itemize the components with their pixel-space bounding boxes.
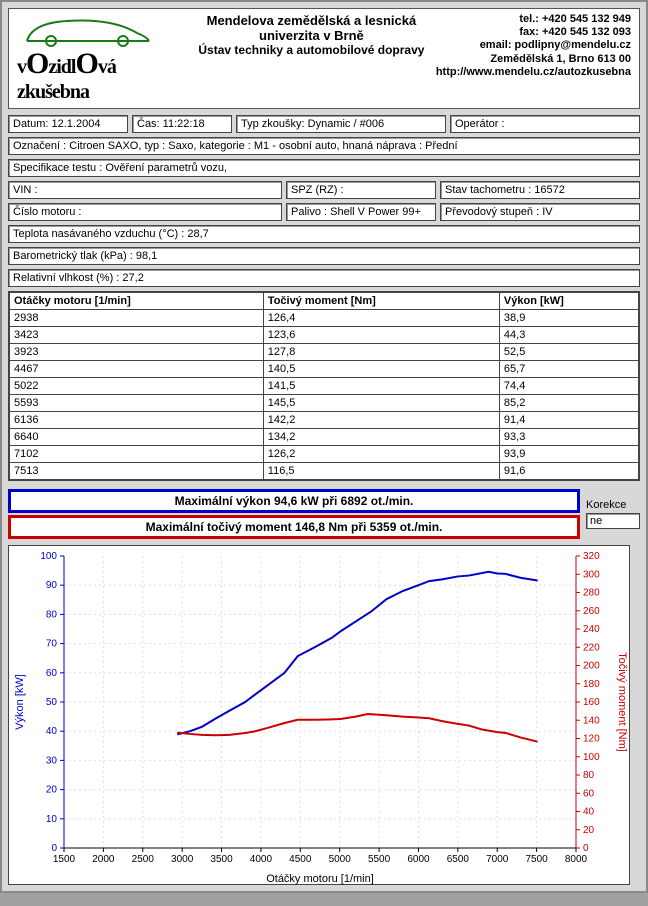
max-torque-box: Maximální točivý moment 146,8 Nm při 535… [8,515,580,539]
svg-text:120: 120 [583,734,600,745]
svg-text:100: 100 [40,551,57,562]
table-row: 5022141,574,4 [10,378,639,395]
field-vlhkost: Relativní vlhkost (%) : 27,2 [8,269,640,287]
svg-text:6500: 6500 [447,854,470,865]
korekce-value: ne [586,513,640,529]
svg-text:6000: 6000 [407,854,430,865]
svg-text:240: 240 [583,624,600,635]
korekce-column: Korekce ne [586,499,640,529]
svg-text:20: 20 [583,825,595,836]
table-header: Točivý moment [Nm] [263,293,499,310]
contact-email: email: podlipny@mendelu.cz [436,39,631,52]
max-power-box: Maximální výkon 94,6 kW při 6892 ot./min… [8,489,580,513]
contact-column: tel.: +420 545 132 949 fax: +420 545 132… [436,13,631,79]
svg-text:160: 160 [583,697,600,708]
svg-text:Výkon [kW]: Výkon [kW] [14,674,26,730]
svg-text:5500: 5500 [368,854,391,865]
field-cislo-motoru: Číslo motoru : [8,203,282,221]
svg-text:1500: 1500 [53,854,76,865]
svg-text:2000: 2000 [92,854,115,865]
institution-column: Mendelova zemědělská a lesnická univerzi… [195,13,428,57]
table-row: 3923127,852,5 [10,344,639,361]
data-table: Otáčky motoru [1/min]Točivý moment [Nm]V… [8,291,640,481]
dyno-chart: 1500200025003000350040004500500055006000… [9,546,631,886]
svg-text:280: 280 [583,588,600,599]
svg-text:80: 80 [46,609,58,620]
field-vin: VIN : [8,181,282,199]
svg-text:10: 10 [46,814,58,825]
svg-text:180: 180 [583,679,600,690]
svg-text:7500: 7500 [525,854,548,865]
logo-text: vOzidlOvá zkušebna [17,47,187,104]
svg-text:220: 220 [583,642,600,653]
table-row: 5593145,585,2 [10,395,639,412]
svg-text:80: 80 [583,770,595,781]
field-typ-zkousky: Typ zkoušky: Dynamic / #006 [236,115,446,133]
table-row: 6640134,293,3 [10,429,639,446]
table-row: 3423123,644,3 [10,327,639,344]
table-row: 4467140,565,7 [10,361,639,378]
svg-text:100: 100 [583,752,600,763]
svg-text:3500: 3500 [210,854,233,865]
department-name: Ústav techniky a automobilové dopravy [195,43,428,57]
field-palivo: Palivo : Shell V Power 99+ [286,203,436,221]
car-icon [17,13,157,47]
field-oznaceni: Označení : Citroen SAXO, typ : Saxo, kat… [8,137,640,155]
header-panel: vOzidlOvá zkušebna Mendelova zemědělská … [8,8,640,109]
svg-text:70: 70 [46,639,58,650]
table-row: 6136142,291,4 [10,412,639,429]
contact-address: Zemědělská 1, Brno 613 00 [436,53,631,66]
field-specifikace: Specifikace testu : Ověření parametrů vo… [8,159,640,177]
field-datum: Datum: 12.1.2004 [8,115,128,133]
table-header: Výkon [kW] [499,293,638,310]
svg-text:4500: 4500 [289,854,312,865]
svg-text:320: 320 [583,551,600,562]
field-cas: Čas: 11:22:18 [132,115,232,133]
svg-text:7000: 7000 [486,854,509,865]
svg-text:Točivý moment [Nm]: Točivý moment [Nm] [616,652,628,752]
svg-text:20: 20 [46,785,58,796]
field-stav-tacho: Stav tachometru : 16572 [440,181,640,199]
contact-tel: tel.: +420 545 132 949 [436,13,631,26]
svg-text:60: 60 [46,668,58,679]
table-header: Otáčky motoru [1/min] [10,293,264,310]
svg-text:3000: 3000 [171,854,194,865]
svg-text:30: 30 [46,755,58,766]
svg-text:260: 260 [583,606,600,617]
svg-text:40: 40 [46,726,58,737]
field-operator: Operátor : [450,115,640,133]
field-barometr: Barometrický tlak (kPa) : 98,1 [8,247,640,265]
svg-text:40: 40 [583,807,595,818]
korekce-label: Korekce [586,499,640,511]
svg-text:90: 90 [46,580,58,591]
field-prevod: Převodový stupeň : IV [440,203,640,221]
chart-panel: 1500200025003000350040004500500055006000… [8,545,630,885]
table-row: 7102126,293,9 [10,446,639,463]
svg-text:140: 140 [583,715,600,726]
svg-text:8000: 8000 [565,854,588,865]
app-frame: vOzidlOvá zkušebna Mendelova zemědělská … [0,0,648,893]
svg-text:60: 60 [583,788,595,799]
svg-text:50: 50 [46,697,58,708]
svg-text:Otáčky motoru [1/min]: Otáčky motoru [1/min] [266,873,374,885]
contact-web: http://www.mendelu.cz/autozkusebna [436,66,631,79]
svg-text:4000: 4000 [250,854,273,865]
institution-name: Mendelova zemědělská a lesnická univerzi… [195,13,428,43]
table-row: 2938126,438,9 [10,310,639,327]
contact-fax: fax: +420 545 132 093 [436,26,631,39]
logo-column: vOzidlOvá zkušebna [17,13,187,104]
table-row: 7513116,591,6 [10,463,639,480]
svg-text:0: 0 [51,843,57,854]
svg-text:5000: 5000 [329,854,352,865]
svg-text:2500: 2500 [132,854,155,865]
svg-text:200: 200 [583,661,600,672]
field-spz: SPZ (RZ) : [286,181,436,199]
svg-text:300: 300 [583,569,600,580]
svg-text:0: 0 [583,843,589,854]
field-teplota: Teplota nasávaného vzduchu (°C) : 28,7 [8,225,640,243]
